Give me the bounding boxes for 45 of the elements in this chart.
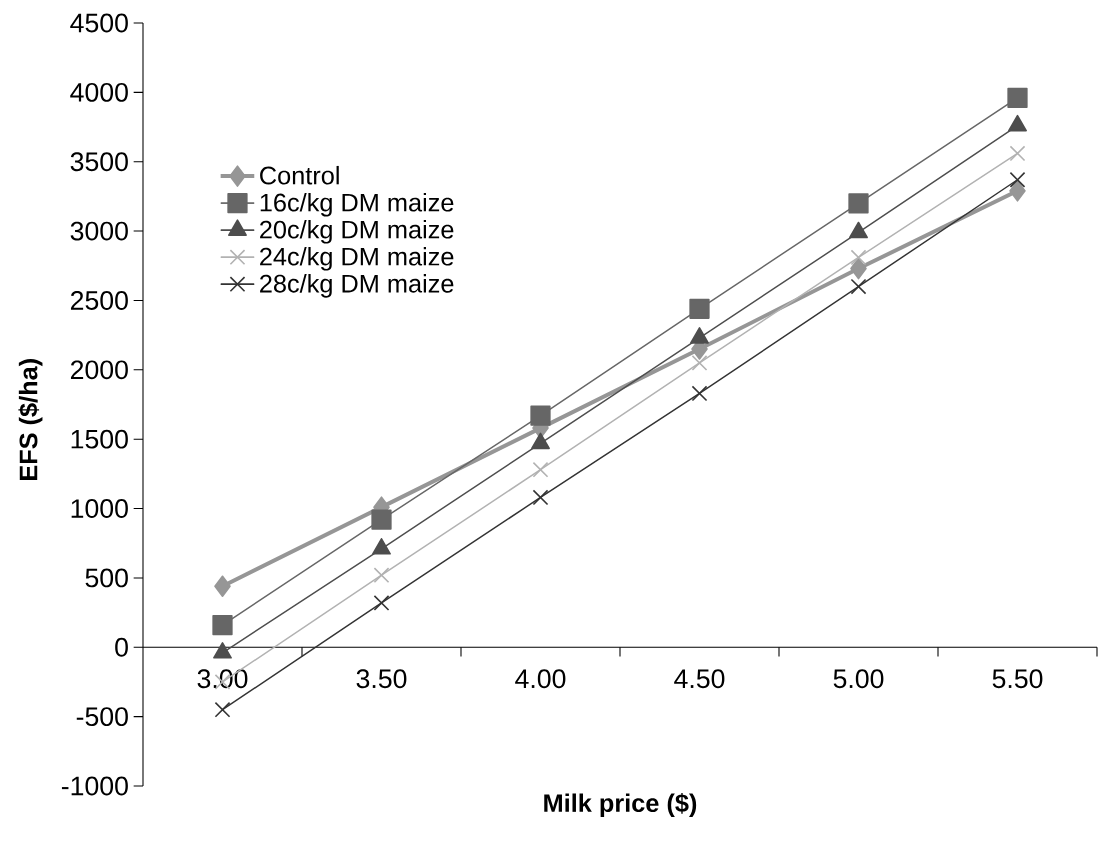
point [532,461,549,478]
point [850,278,867,295]
y-tick-label: -1000 [61,776,128,796]
point [1009,180,1026,202]
legend-label: Control [260,165,339,185]
point [532,489,549,506]
point [848,193,869,214]
point [371,509,392,530]
y-tick-label: 3000 [70,221,128,241]
point [214,701,231,718]
x-tick-label: 3.50 [356,669,407,689]
y-axis-title: EFS ($/ha) [18,359,43,481]
x-tick-label: 3.00 [197,669,248,689]
x-tick-label: 5.50 [992,669,1043,689]
point [850,249,867,266]
x-tick-label: 4.00 [515,669,566,689]
x-tick-label: 5.00 [833,669,884,689]
y-tick-label: 2500 [70,291,128,310]
y-tick-label: 500 [85,568,128,588]
legend-label: 24c/kg DM maize [260,247,454,271]
point [691,355,708,371]
legend-label: 28c/kg DM maize [260,274,454,298]
y-tick-label: -500 [76,707,128,727]
point [530,405,551,426]
x-axis-title: Milk price ($) [544,793,697,818]
y-tick-label: 3500 [70,152,128,172]
point [689,298,710,319]
legend-label: 20c/kg DM maize [260,219,454,244]
y-tick-label: 2000 [70,360,128,380]
point [214,575,231,598]
y-tick-label: 0 [115,637,128,657]
point [373,567,390,584]
y-tick-label: 4500 [70,13,128,33]
point [691,385,708,402]
point [850,257,867,280]
point [373,595,390,611]
y-tick-label: 4000 [70,82,128,102]
x-tick-label: 4.50 [674,669,725,689]
point [1009,171,1026,188]
y-tick-label: 1000 [71,499,128,518]
point [1009,145,1026,162]
point [1007,87,1028,109]
point [212,614,233,636]
legend-label: 16c/kg DM maize [260,192,454,217]
y-tick-label: 1500 [71,429,128,449]
